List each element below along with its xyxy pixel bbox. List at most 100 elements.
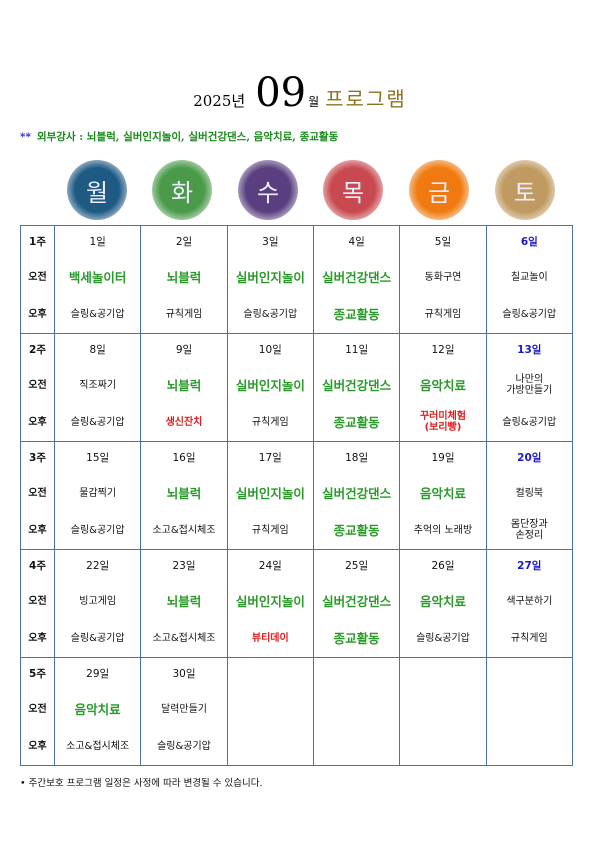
title-month-suffix: 월: [308, 95, 320, 109]
day-date: 15일: [86, 451, 110, 464]
am-label: 오전: [28, 595, 47, 607]
day-date: 17일: [258, 451, 282, 464]
morning-activity: 나만의 가방만들기: [506, 374, 553, 396]
title-year: 2025년: [193, 92, 246, 110]
am-label: 오전: [28, 487, 47, 499]
morning-activity: 컬링북: [515, 487, 544, 499]
day-cell: 25일 실버건강댄스 종교활동: [312, 549, 401, 658]
week-row: 1주 오전 오후 1일 백세놀이터 슬링&공기압 2일 뇌블럭 규칙게임 3일 실버인지놀이 슬링&공…: [20, 225, 574, 334]
day-date: 20일: [517, 451, 542, 464]
morning-activity: 칠교놀이: [510, 271, 548, 283]
week-label: 3주: [29, 451, 46, 464]
week-label-cell: 1주 오전 오후: [20, 225, 55, 334]
pm-label: 오후: [28, 524, 47, 536]
day-cell: 27일 색구분하기 규칙게임: [485, 549, 574, 658]
morning-activity: 실버건강댄스: [322, 485, 392, 501]
week-row: 5주 오전 오후 29일 음악치료 소고&접시체조 30일 달력만들기 슬링&공기압: [20, 657, 574, 766]
week-label: 2주: [29, 343, 46, 356]
day-cell: 26일 음악치료 슬링&공기압: [399, 549, 487, 658]
afternoon-activity: 규칙게임: [251, 416, 289, 428]
morning-activity: 실버인지놀이: [235, 269, 305, 285]
afternoon-activity: 슬링&공기압: [70, 632, 125, 644]
day-cell: 19일 음악치료 추억의 노래방: [399, 441, 487, 550]
afternoon-activity: 슬링&공기압: [502, 416, 557, 428]
page-title: 2025년 09 월 프로그램: [0, 70, 600, 116]
week-label-cell: 2주 오전 오후: [20, 333, 55, 442]
morning-activity: 실버인지놀이: [235, 485, 305, 501]
weekday-badge: 토: [495, 160, 555, 220]
afternoon-activity: 추억의 노래방: [413, 524, 473, 536]
morning-activity: 뇌블럭: [166, 377, 202, 393]
am-label: 오전: [28, 703, 47, 715]
afternoon-activity: 슬링&공기압: [416, 632, 470, 644]
day-date: 12일: [431, 343, 455, 356]
day-date: 26일: [431, 559, 455, 572]
day-cell: [312, 657, 401, 766]
day-date: 11일: [345, 343, 369, 356]
day-date: 10일: [258, 343, 282, 356]
note-marker: **: [20, 131, 31, 143]
day-cell: 23일 뇌블럭 소고&접시체조: [140, 549, 228, 658]
morning-activity: 뇌블럭: [166, 485, 202, 501]
day-date: 22일: [86, 559, 110, 572]
day-cell: 24일 실버인지놀이 뷰티데이: [226, 549, 314, 658]
morning-activity: 음악치료: [419, 485, 466, 501]
pm-label: 오후: [28, 308, 47, 320]
pm-label: 오후: [28, 740, 47, 752]
morning-activity: 실버인지놀이: [235, 377, 305, 393]
day-cell: 8일 직조짜기 슬링&공기압: [53, 333, 142, 442]
morning-activity: 실버인지놀이: [235, 593, 305, 609]
external-instructors-note: ** 외부강사 : 뇌블럭, 실버인지놀이, 실버건강댄스, 음악치료, 종교활동: [20, 129, 338, 144]
day-date: 13일: [517, 343, 542, 356]
day-date: 4일: [348, 235, 365, 248]
day-date: 2일: [175, 235, 193, 248]
day-cell: [399, 657, 487, 766]
afternoon-activity: 종교활동: [333, 630, 380, 646]
morning-activity: 달력만들기: [160, 703, 207, 715]
afternoon-activity: 규칙게임: [251, 524, 289, 536]
day-date: 6일: [520, 235, 538, 248]
afternoon-activity: 규칙게임: [424, 308, 462, 320]
morning-activity: 빙고게임: [79, 595, 117, 607]
day-date: 8일: [89, 343, 106, 356]
week-label: 1주: [29, 235, 46, 248]
afternoon-activity: 종교활동: [333, 414, 380, 430]
afternoon-activity: 규칙게임: [165, 308, 203, 320]
day-cell: 9일 뇌블럭 생신잔치: [140, 333, 228, 442]
day-date: 5일: [434, 235, 452, 248]
afternoon-activity: 슬링&공기압: [243, 308, 298, 320]
week-row: 3주 오전 오후 15일 물감찍기 슬링&공기압 16일 뇌블럭 소고&접시체조 17일 실버인지놀…: [20, 441, 574, 550]
morning-activity: 뇌블럭: [166, 593, 202, 609]
afternoon-activity: 슬링&공기압: [157, 740, 211, 752]
day-date: 27일: [517, 559, 542, 572]
day-cell: 2일 뇌블럭 규칙게임: [140, 225, 228, 334]
afternoon-activity: 생신잔치: [165, 416, 203, 428]
afternoon-activity: 슬링&공기압: [70, 308, 125, 320]
week-label-cell: 5주 오전 오후: [20, 657, 55, 766]
week-row: 4주 오전 오후 22일 빙고게임 슬링&공기압 23일 뇌블럭 소고&접시체조 24일 실버인지놀…: [20, 549, 574, 658]
week-label: 4주: [29, 559, 46, 572]
day-date: 24일: [258, 559, 282, 572]
afternoon-activity: 슬링&공기압: [70, 416, 125, 428]
afternoon-activity: 소고&접시체조: [152, 632, 216, 644]
day-date: 30일: [172, 667, 196, 680]
pm-label: 오후: [28, 632, 47, 644]
afternoon-activity: 소고&접시체조: [152, 524, 216, 536]
footer-note: • 주간보호 프로그램 일정은 사정에 따라 변경될 수 있습니다.: [20, 778, 263, 789]
afternoon-activity: 몸단장과 손정리: [510, 519, 548, 541]
week-row: 2주 오전 오후 8일 직조짜기 슬링&공기압 9일 뇌블럭 생신잔치 10일 실버인지놀이 규칙게임…: [20, 333, 574, 442]
day-date: 18일: [345, 451, 369, 464]
afternoon-activity: 슬링&공기압: [70, 524, 125, 536]
afternoon-activity: 종교활동: [333, 522, 380, 538]
day-cell: [226, 657, 314, 766]
morning-activity: 음악치료: [74, 701, 121, 717]
afternoon-activity: 슬링&공기압: [502, 308, 557, 320]
